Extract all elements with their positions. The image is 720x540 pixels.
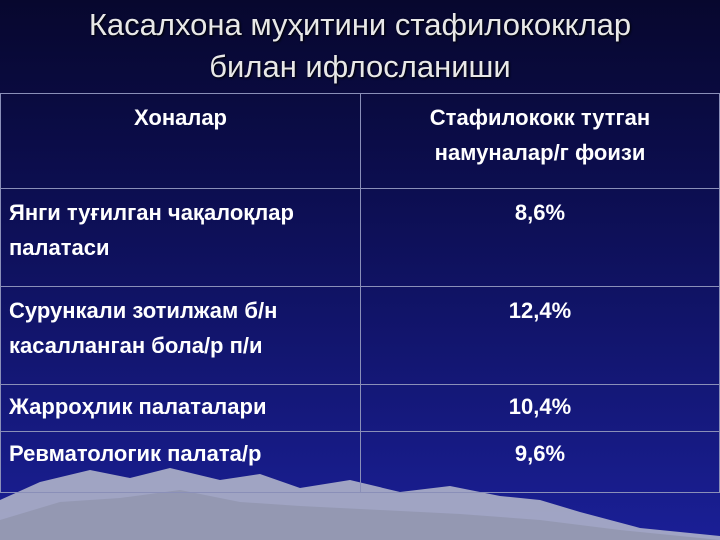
- data-table: Хоналар Стафилококк тутган намуналар/г ф…: [0, 93, 720, 493]
- table-row: Сурункали зотилжам б/н касалланган бола/…: [0, 286, 720, 385]
- percent-cell: 10,4%: [360, 384, 720, 432]
- percent-cell: 12,4%: [360, 286, 720, 385]
- header-cell: Стафилококк тутган намуналар/г фоизи: [360, 93, 720, 189]
- table-row: Жарроҳлик палаталари 10,4%: [0, 384, 720, 432]
- percent-cell: 8,6%: [360, 188, 720, 287]
- room-cell: Сурункали зотилжам б/н касалланган бола/…: [0, 286, 361, 385]
- slide-title: Касалхона муҳитини стафилококклар билан …: [0, 4, 720, 88]
- room-cell: Ревматологик палата/р: [0, 431, 361, 493]
- table-body: Хоналар Стафилококк тутган намуналар/г ф…: [0, 93, 720, 493]
- table-row: Ревматологик палата/р 9,6%: [0, 431, 720, 493]
- header-cell: Хоналар: [0, 93, 361, 189]
- room-cell: Янги туғилган чақалоқлар палатаси: [0, 188, 361, 287]
- table-row: Янги туғилган чақалоқлар палатаси 8,6%: [0, 188, 720, 287]
- percent-cell: 9,6%: [360, 431, 720, 493]
- room-cell: Жарроҳлик палаталари: [0, 384, 361, 432]
- header-row: Хоналар Стафилококк тутган намуналар/г ф…: [0, 93, 720, 189]
- title-line: билан ифлосланиши: [209, 49, 511, 84]
- title-line: Касалхона муҳитини стафилококклар: [88, 7, 632, 42]
